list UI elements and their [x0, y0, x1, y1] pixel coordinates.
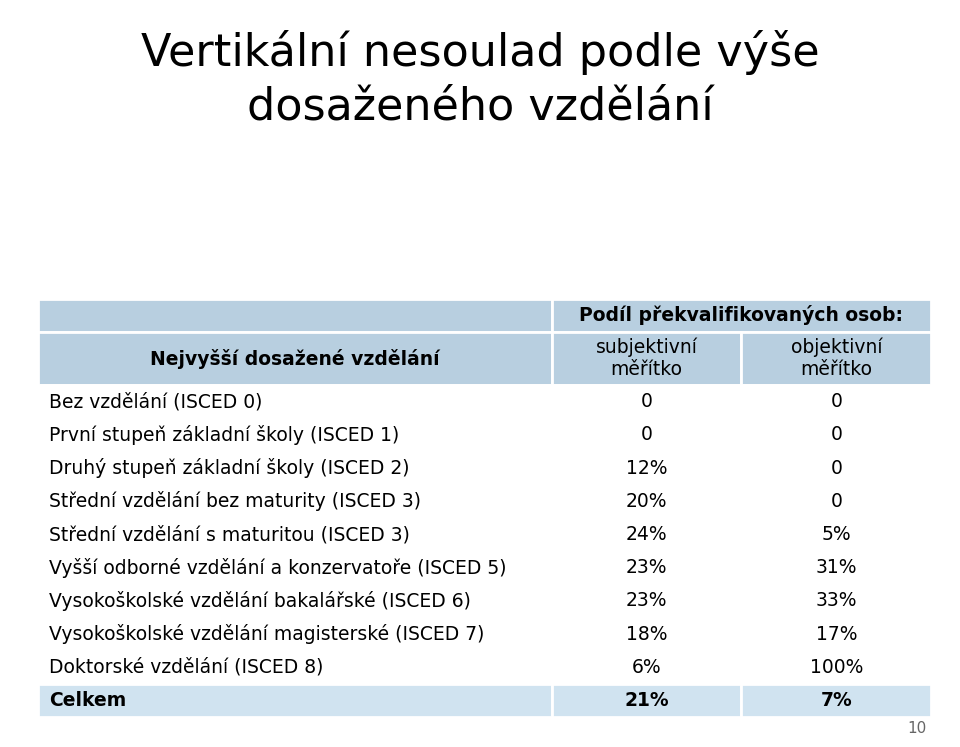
Text: 31%: 31% — [816, 558, 857, 577]
Text: objektivní
měřítko: objektivní měřítko — [791, 338, 882, 379]
Bar — [741, 418, 931, 451]
Text: 5%: 5% — [822, 525, 852, 544]
Text: 17%: 17% — [816, 624, 857, 644]
Text: subjektivní
měřítko: subjektivní měřítko — [596, 338, 698, 379]
Bar — [38, 485, 552, 518]
Text: 33%: 33% — [816, 592, 857, 610]
Text: 7%: 7% — [821, 691, 852, 710]
Bar — [741, 518, 931, 551]
Text: Vyšší odborné vzdělání a konzervatoře (ISCED 5): Vyšší odborné vzdělání a konzervatoře (I… — [49, 558, 507, 577]
Text: 0: 0 — [830, 426, 842, 444]
Bar — [741, 651, 931, 684]
Text: 0: 0 — [830, 392, 842, 411]
Bar — [38, 618, 552, 651]
Bar — [741, 684, 931, 717]
Bar — [552, 385, 741, 418]
Bar — [552, 485, 741, 518]
Text: Druhý stupeň základní školy (ISCED 2): Druhý stupeň základní školy (ISCED 2) — [49, 458, 410, 478]
Text: 21%: 21% — [624, 691, 669, 710]
Bar — [38, 651, 552, 684]
Bar — [741, 451, 931, 485]
Bar — [38, 518, 552, 551]
Bar — [38, 584, 552, 618]
Text: Střední vzdělání bez maturity (ISCED 3): Střední vzdělání bez maturity (ISCED 3) — [49, 492, 421, 511]
Text: 100%: 100% — [809, 658, 863, 677]
Text: 0: 0 — [640, 426, 653, 444]
Text: 0: 0 — [830, 492, 842, 511]
Bar — [552, 618, 741, 651]
Text: 10: 10 — [907, 721, 926, 736]
Bar — [741, 584, 931, 618]
Bar — [741, 618, 931, 651]
Bar — [741, 385, 931, 418]
Bar — [552, 299, 931, 332]
Text: Doktorské vzdělání (ISCED 8): Doktorské vzdělání (ISCED 8) — [49, 658, 324, 677]
Text: Podíl překvalifikovaných osob:: Podíl překvalifikovaných osob: — [580, 306, 903, 326]
Text: 23%: 23% — [626, 592, 667, 610]
Bar — [552, 332, 741, 385]
Bar — [38, 299, 552, 332]
Text: Vertikální nesoulad podle výše
dosaženého vzdělání: Vertikální nesoulad podle výše dosaženéh… — [141, 30, 819, 128]
Text: Střední vzdělání s maturitou (ISCED 3): Střední vzdělání s maturitou (ISCED 3) — [49, 525, 410, 544]
Text: Nejvyšší dosažené vzdělání: Nejvyšší dosažené vzdělání — [151, 349, 440, 368]
Bar — [38, 332, 552, 385]
Bar — [38, 451, 552, 485]
Text: Celkem: Celkem — [49, 691, 127, 710]
Bar — [552, 651, 741, 684]
Text: Bez vzdělání (ISCED 0): Bez vzdělání (ISCED 0) — [49, 392, 262, 411]
Text: 18%: 18% — [626, 624, 667, 644]
Bar — [38, 385, 552, 418]
Text: 24%: 24% — [626, 525, 667, 544]
Text: 6%: 6% — [632, 658, 661, 677]
Text: 20%: 20% — [626, 492, 667, 511]
Bar — [741, 551, 931, 584]
Bar — [552, 584, 741, 618]
Text: První stupeň základní školy (ISCED 1): První stupeň základní školy (ISCED 1) — [49, 425, 399, 445]
Bar — [741, 485, 931, 518]
Text: Vysokoškolské vzdělání magisterské (ISCED 7): Vysokoškolské vzdělání magisterské (ISCE… — [49, 624, 485, 644]
Bar — [741, 332, 931, 385]
Bar — [552, 551, 741, 584]
Text: Vysokoškolské vzdělání bakalářské (ISCED 6): Vysokoškolské vzdělání bakalářské (ISCED… — [49, 591, 471, 611]
Text: 0: 0 — [830, 459, 842, 477]
Bar — [552, 451, 741, 485]
Bar — [38, 418, 552, 451]
Bar — [38, 551, 552, 584]
Text: 12%: 12% — [626, 459, 667, 477]
Text: 0: 0 — [640, 392, 653, 411]
Bar — [38, 684, 552, 717]
Text: 23%: 23% — [626, 558, 667, 577]
Bar — [552, 684, 741, 717]
Bar — [552, 518, 741, 551]
Bar — [552, 418, 741, 451]
